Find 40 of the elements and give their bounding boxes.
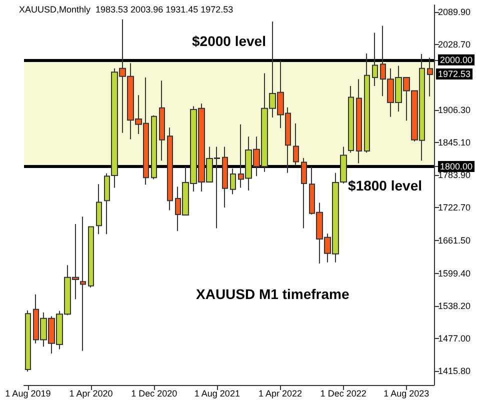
- y-tick-label: 1538.20: [438, 301, 471, 312]
- y-tick-label: 1477.00: [438, 334, 471, 344]
- y-tick-label: 1599.40: [438, 268, 471, 278]
- y-tick-label: 1783.90: [438, 170, 471, 180]
- y-tick-label: 1661.50: [438, 235, 471, 246]
- y-tick-label: 1845.10: [438, 137, 471, 148]
- x-tick-label: 1 Dec 2020: [131, 388, 178, 398]
- x-tick-label: 1 Aug 2021: [194, 388, 240, 398]
- chart-title: XAUUSD,Monthly 1983.53 2003.96 1931.45 1972.53: [19, 4, 234, 14]
- x-tick-label: 1 Apr 2020: [69, 388, 113, 398]
- y-tick-label: 1906.30: [438, 104, 471, 115]
- x-tick-label: 1 Aug 2019: [5, 388, 51, 398]
- candlestick: [25, 310, 31, 372]
- x-tick-label: 1 Apr 2022: [258, 388, 302, 398]
- candlestick: [348, 86, 354, 154]
- candlestick: [364, 53, 370, 154]
- candlestick: [372, 32, 378, 87]
- candlestick: [167, 127, 173, 211]
- candlestick: [230, 168, 236, 195]
- candlestick: [159, 80, 165, 162]
- y-tick-label: 1722.70: [438, 202, 471, 213]
- x-tick-label: 1 Dec 2022: [320, 388, 366, 398]
- y-tick-label: 1415.80: [438, 366, 471, 376]
- y-tick-label: 2000.00: [440, 54, 473, 65]
- candlestick: [293, 122, 299, 166]
- ref-line-label: $1800 level: [348, 177, 422, 194]
- candlestick: [96, 184, 102, 235]
- candlestick: [80, 216, 86, 352]
- annotation: XAUUSD M1 timeframe: [196, 286, 350, 302]
- y-tick-label: 2028.70: [438, 40, 471, 50]
- x-tick-label: 1 Aug 2023: [384, 388, 430, 398]
- y-tick-label: 2089.90: [438, 6, 471, 17]
- annotation: 1972.53: [438, 69, 471, 80]
- candlestick: [88, 226, 94, 288]
- candlestick: [151, 114, 157, 180]
- candlestick: [301, 157, 307, 229]
- y-tick-label: 1800.00: [440, 161, 473, 172]
- candlestick: [356, 78, 362, 164]
- candlestick: [222, 146, 228, 208]
- ref-line-label: $2000 level: [192, 32, 266, 49]
